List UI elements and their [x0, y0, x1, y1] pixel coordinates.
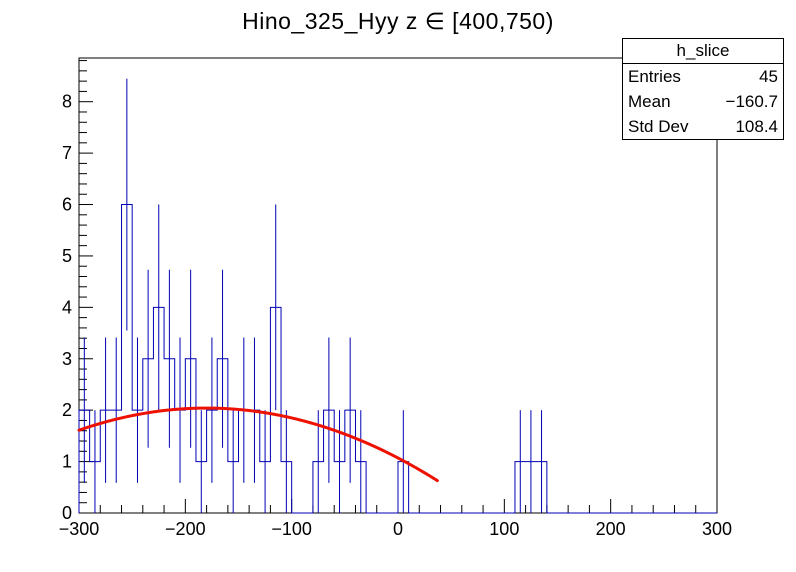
x-axis-tick-label: 0 — [393, 519, 403, 539]
stats-box-title: h_slice — [623, 39, 783, 64]
y-axis-tick-label: 8 — [62, 92, 72, 112]
stats-row-stddev: Std Dev 108.4 — [623, 114, 783, 139]
stats-label-mean: Mean — [628, 92, 671, 111]
fit-curve — [77, 406, 439, 483]
stats-label-entries: Entries — [628, 67, 681, 86]
histogram-step-outline — [78, 204, 717, 514]
y-axis-tick-label: 0 — [62, 503, 72, 523]
stats-value-mean: −160.7 — [725, 92, 778, 111]
x-axis-tick-label: −100 — [271, 519, 312, 539]
y-axis-tick-label: 6 — [62, 195, 72, 215]
x-axis-tick-label: 200 — [596, 519, 626, 539]
plot-title: Hino_325_Hyy z ∈ [400,750) — [242, 8, 554, 34]
y-axis-tick-label: 1 — [62, 452, 72, 472]
stats-label-stddev: Std Dev — [628, 117, 689, 136]
stats-row-mean: Mean −160.7 — [623, 89, 783, 114]
y-axis-tick-label: 4 — [62, 297, 72, 317]
stats-value-stddev: 108.4 — [735, 117, 778, 136]
x-axis-tick-label: 300 — [702, 519, 732, 539]
stats-row-entries: Entries 45 — [623, 64, 783, 89]
x-axis-tick-label: −300 — [59, 519, 100, 539]
stats-value-entries: 45 — [759, 67, 778, 86]
x-axis-tick-label: 100 — [489, 519, 519, 539]
y-axis-tick-label: 2 — [62, 400, 72, 420]
y-axis-tick-label: 7 — [62, 143, 72, 163]
y-axis-tick-label: 3 — [62, 349, 72, 369]
y-axis-tick-label: 5 — [62, 246, 72, 266]
stats-box[interactable]: h_slice Entries 45 Mean −160.7 Std Dev 1… — [622, 38, 784, 140]
x-axis-tick-label: −200 — [165, 519, 206, 539]
